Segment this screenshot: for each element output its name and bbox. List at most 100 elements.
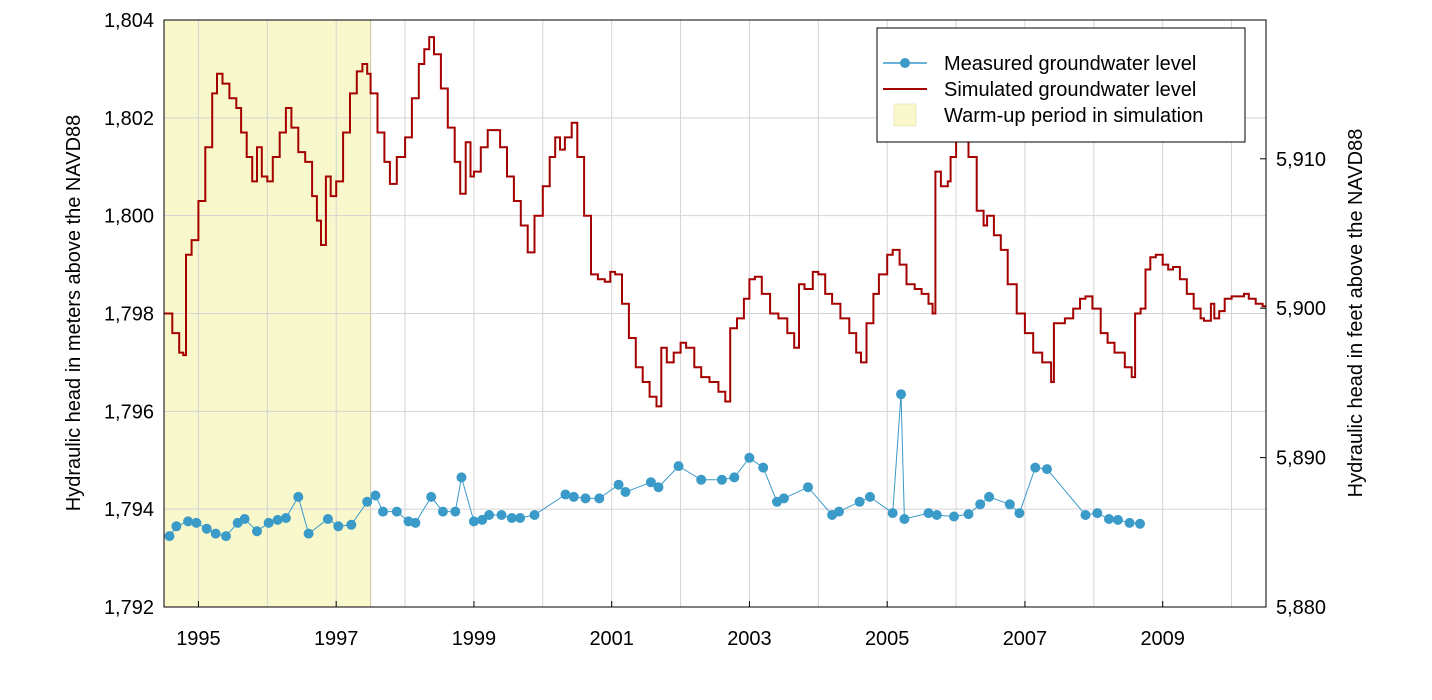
y-right-tick-label-5910: 5,910 — [1276, 149, 1326, 171]
legend-simulated-label: Simulated groundwater level — [944, 79, 1196, 101]
measured-point-74 — [1135, 518, 1145, 529]
legend-warmup-patch — [893, 103, 917, 127]
measured-point-18 — [362, 496, 373, 507]
x-tick-label-1999: 1999 — [452, 628, 497, 650]
measured-point-51 — [803, 482, 813, 493]
x-tick-label-2003: 2003 — [727, 628, 772, 650]
measured-point-66 — [1014, 508, 1025, 519]
measured-point-23 — [410, 517, 421, 528]
measured-point-2 — [183, 516, 194, 527]
measured-point-48 — [758, 462, 769, 473]
measured-point-46 — [729, 472, 740, 483]
measured-point-26 — [450, 506, 461, 517]
series-1 — [164, 389, 1145, 542]
plot-frame — [163, 19, 1267, 608]
measured-point-68 — [1042, 464, 1052, 475]
measured-point-44 — [696, 474, 707, 485]
measured-point-71 — [1104, 514, 1114, 524]
measured-point-62 — [963, 509, 974, 520]
measured-point-50 — [778, 493, 789, 504]
y-right-tick-label-5890: 5,890 — [1276, 448, 1326, 470]
measured-point-70 — [1092, 508, 1103, 519]
measured-point-56 — [887, 508, 898, 519]
measured-point-29 — [477, 514, 488, 525]
measured-point-73 — [1124, 517, 1135, 528]
measured-point-40 — [620, 487, 631, 497]
measured-point-45 — [716, 474, 727, 485]
measured-point-36 — [568, 491, 579, 502]
measured-point-39 — [613, 479, 624, 490]
measured-point-31 — [496, 510, 507, 520]
measured-point-47 — [744, 452, 755, 463]
legend: Measured groundwater level Simulated gro… — [876, 27, 1246, 143]
measured-point-63 — [975, 499, 986, 510]
measured-point-67 — [1030, 462, 1041, 473]
x-tick-label-1997: 1997 — [314, 628, 359, 650]
series-layer — [164, 36, 1266, 542]
y-left-tick-label-1796: 1,796 — [104, 401, 154, 423]
measured-point-60 — [931, 510, 942, 520]
y-right-tick-label-5900: 5,900 — [1276, 298, 1326, 320]
measured-point-24 — [426, 491, 437, 502]
measured-point-53 — [834, 506, 844, 517]
measured-point-61 — [949, 511, 959, 522]
measured-point-8 — [239, 514, 250, 524]
measured-point-37 — [580, 493, 591, 504]
measured-point-72 — [1112, 514, 1123, 525]
measured-point-30 — [484, 510, 495, 520]
measured-point-6 — [221, 531, 231, 542]
measured-point-69 — [1080, 510, 1091, 520]
measured-point-32 — [506, 513, 517, 523]
measured-point-11 — [272, 514, 283, 525]
measured-point-10 — [263, 517, 274, 528]
measured-point-12 — [280, 513, 291, 523]
x-tick-label-2001: 2001 — [589, 628, 634, 650]
x-tick-label-2007: 2007 — [1003, 628, 1048, 650]
measured-point-28 — [468, 516, 479, 527]
measured-point-5 — [210, 528, 221, 539]
measured-point-38 — [594, 493, 605, 504]
y-right-tick-label-5880: 5,880 — [1276, 597, 1326, 619]
series-0 — [164, 36, 1266, 408]
ticks-layer: 1995 1997 1999 2001 2003 2005 2007 2009 1,792 1,7… — [104, 10, 1326, 650]
legend-warmup-label: Warm-up period in simulation — [944, 105, 1203, 127]
x-tick-label-2009: 2009 — [1140, 628, 1185, 650]
measured-point-27 — [456, 472, 467, 483]
measured-point-0 — [164, 531, 175, 542]
measured-point-4 — [201, 523, 212, 534]
measured-point-13 — [293, 491, 304, 502]
measured-point-14 — [303, 528, 314, 539]
y-left-tick-label-1798: 1,798 — [104, 304, 154, 326]
x-tick-label-2005: 2005 — [865, 628, 910, 650]
measured-point-21 — [391, 506, 402, 517]
measured-point-58 — [899, 514, 910, 524]
y-left-tick-label-1800: 1,800 — [104, 206, 154, 228]
measured-point-35 — [560, 489, 571, 500]
measured-point-43 — [673, 461, 684, 472]
measured-point-33 — [515, 513, 526, 523]
measured-point-65 — [1004, 499, 1015, 510]
measured-point-57 — [896, 389, 906, 400]
measured-point-64 — [984, 491, 995, 502]
y-left-tick-label-1792: 1,792 — [104, 597, 154, 619]
y-left-tick-label-1794: 1,794 — [104, 499, 154, 521]
legend-box — [876, 27, 1246, 143]
measured-point-16 — [333, 521, 344, 532]
x-tick-label-1995: 1995 — [176, 628, 221, 650]
measured-point-17 — [346, 519, 357, 530]
measured-point-25 — [437, 506, 448, 517]
measured-point-42 — [653, 482, 664, 493]
measured-point-19 — [370, 490, 381, 501]
measured-point-34 — [529, 510, 540, 520]
y-axis-left-title: Hydraulic head in meters above the NAVD8… — [63, 115, 85, 512]
legend-measured-label: Measured groundwater level — [944, 53, 1196, 75]
measured-point-3 — [191, 517, 202, 528]
y-left-tick-label-1804: 1,804 — [104, 10, 154, 32]
measured-point-15 — [322, 514, 333, 524]
measured-point-41 — [645, 477, 656, 488]
measured-point-59 — [923, 508, 934, 519]
legend-measured-marker — [900, 58, 910, 68]
y-axis-right-title: Hydraulic head in feet above the NAVD88 — [1345, 129, 1367, 498]
measured-point-20 — [378, 506, 388, 517]
